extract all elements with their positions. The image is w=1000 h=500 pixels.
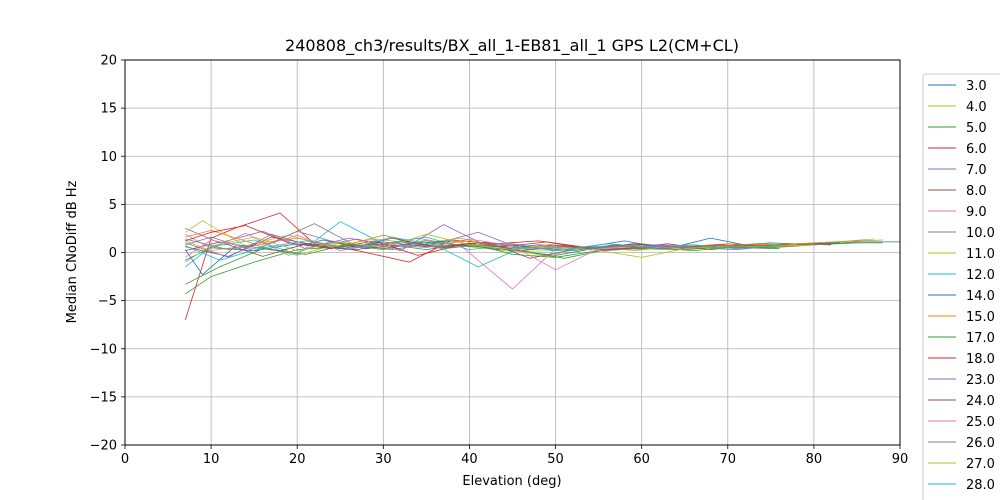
y-tick-label: 0	[109, 246, 117, 261]
x-tick-label: 20	[289, 452, 306, 467]
series-line	[184, 237, 840, 276]
legend-entry-label: 9.0	[966, 205, 987, 220]
legend-entry-label: 28.0	[966, 478, 995, 493]
legend: 3.0 4.0 5.0 6.0 7.0 8.0 9.0 10.0 11.0 12.0 14.0 15.…	[922, 73, 1000, 500]
legend-entry-label: 15.0	[966, 310, 995, 325]
x-tick-label: 70	[720, 452, 737, 467]
legend-entry-label: 17.0	[966, 331, 995, 346]
legend-entry-label: 11.0	[966, 247, 995, 262]
series-line	[185, 229, 883, 251]
series-line	[185, 233, 814, 263]
y-tick-label: −15	[90, 390, 117, 405]
legend-entry-label: 7.0	[966, 163, 987, 178]
x-tick-label: 60	[633, 452, 650, 467]
series-line	[185, 234, 685, 271]
y-tick-label: −10	[90, 342, 117, 357]
legend-entry-label: 5.0	[966, 121, 987, 136]
legend-entry-label: 12.0	[966, 268, 995, 283]
legend-entry-label: 26.0	[966, 436, 995, 451]
x-tick-label: 40	[461, 452, 478, 467]
y-axis-ticks: −20 −15 −10 −5 0 5 10 15 20	[90, 54, 125, 454]
y-tick-label: 15	[100, 102, 117, 117]
x-tick-label: 0	[121, 452, 129, 467]
legend-entry-label: 18.0	[966, 352, 995, 367]
series-line	[185, 236, 780, 268]
y-axis-label: Median CNoDiff dB Hz	[65, 180, 80, 323]
legend-entry-label: 27.0	[966, 457, 995, 472]
legend-entry-label: 25.0	[966, 415, 995, 430]
y-tick-label: 20	[100, 54, 117, 69]
y-tick-label: 10	[100, 150, 117, 165]
legend-entry-label: 23.0	[966, 373, 995, 388]
series-lines	[184, 212, 900, 321]
legend-entry-label: 14.0	[966, 289, 995, 304]
legend-entry-label: 6.0	[966, 142, 987, 157]
x-tick-label: 80	[806, 452, 823, 467]
legend-box	[922, 73, 1000, 500]
x-tick-label: 10	[203, 452, 220, 467]
legend-entry-label: 10.0	[966, 226, 995, 241]
legend-entry-label: 8.0	[966, 184, 987, 199]
y-tick-label: 5	[109, 198, 117, 213]
legend-entry-label: 3.0	[966, 79, 987, 94]
chart-title: 240808_ch3/results/BX_all_1-EB81_all_1 G…	[285, 36, 739, 56]
x-tick-label: 90	[892, 452, 909, 467]
y-tick-label: −5	[98, 294, 117, 309]
x-axis-label: Elevation (deg)	[462, 474, 561, 489]
legend-entry-label: 4.0	[966, 100, 987, 115]
x-tick-label: 30	[375, 452, 392, 467]
y-tick-label: −20	[90, 439, 117, 454]
series-line	[185, 224, 746, 258]
x-axis-ticks: 0 10 20 30 40 50 60 70 80 90	[121, 445, 908, 467]
legend-entry-label: 24.0	[966, 394, 995, 409]
x-tick-label: 50	[547, 452, 564, 467]
